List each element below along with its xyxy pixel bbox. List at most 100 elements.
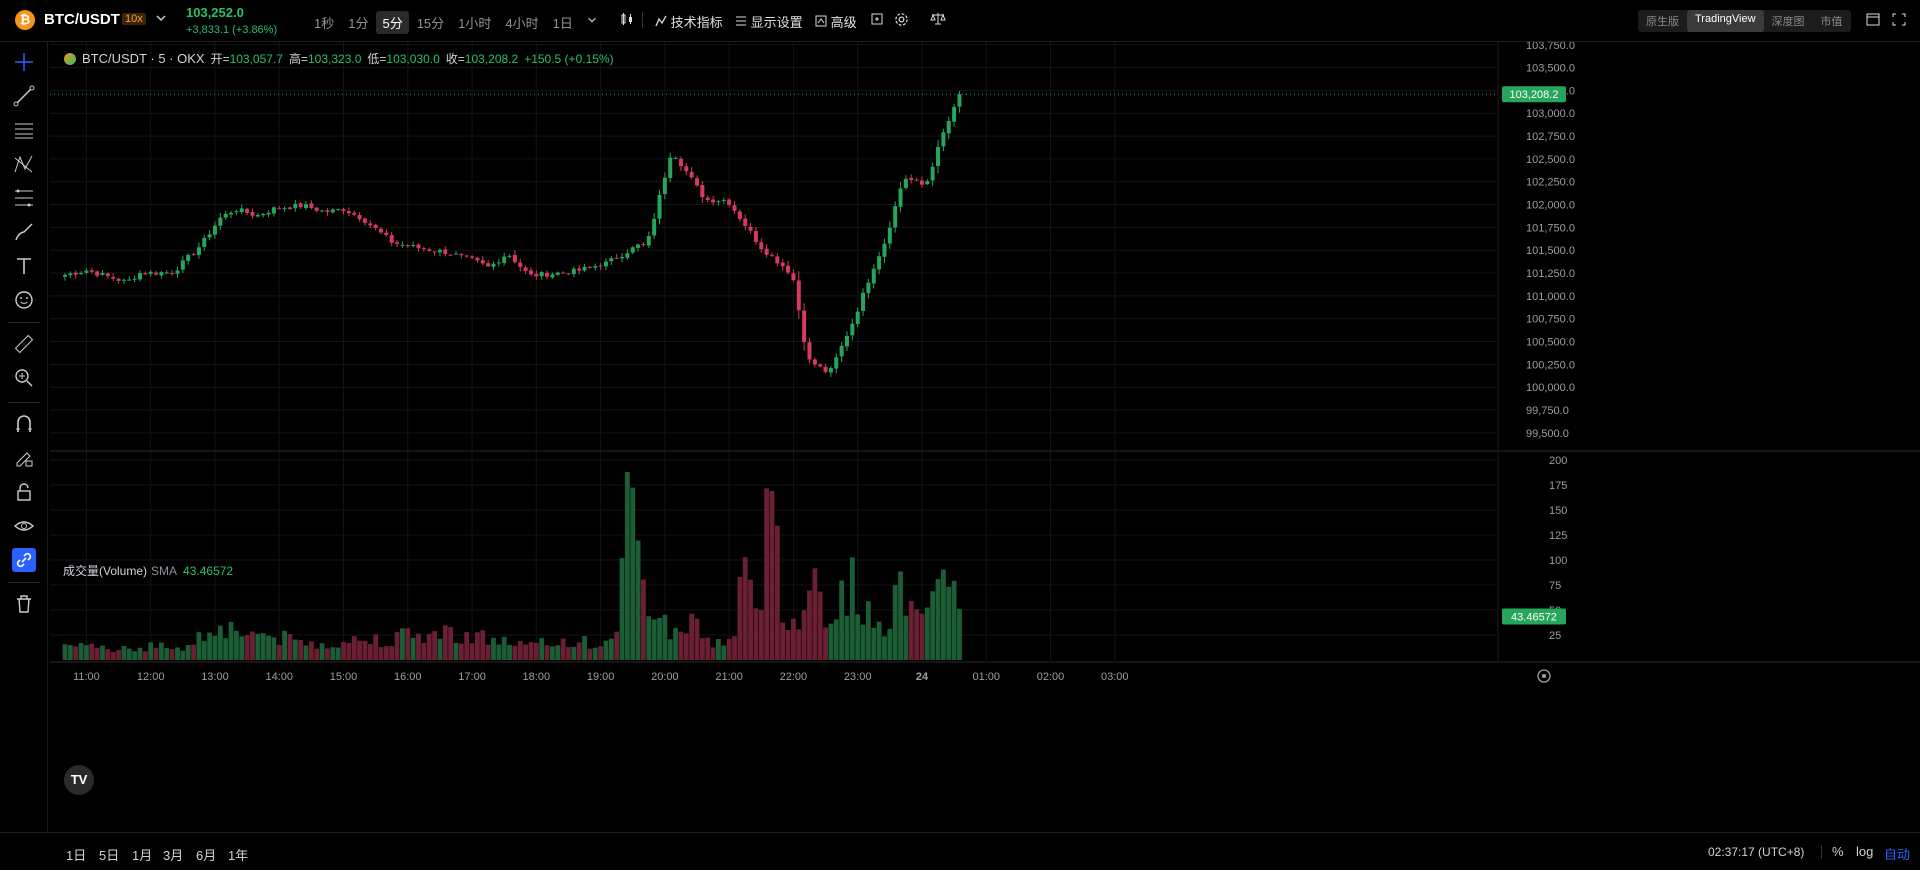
advanced-button[interactable]: 高级 (815, 12, 857, 31)
candle-body (662, 177, 667, 195)
candle-body (700, 185, 705, 198)
volume-bar (282, 630, 287, 660)
time-tick-label: 19:00 (587, 671, 615, 683)
trash-icon[interactable] (12, 592, 36, 616)
candle-body (68, 273, 73, 276)
candle-body (561, 272, 566, 274)
candle-body (791, 273, 796, 281)
window-icon[interactable] (1866, 13, 1880, 29)
lock-pencil-icon[interactable] (12, 446, 36, 470)
indicators-label: 技术指标 (670, 15, 723, 30)
interval-1h[interactable]: 1小时 (458, 16, 492, 31)
volume-bar (378, 646, 384, 660)
volume-sma-tag (1502, 608, 1566, 625)
view-depth[interactable]: 深度图 (1771, 16, 1805, 28)
display-settings-button[interactable]: 显示设置 (735, 12, 803, 31)
candle-body (582, 266, 587, 271)
symbol-selector[interactable]: BTC/USDT (44, 11, 120, 28)
range-1y[interactable]: 1年 (228, 848, 249, 863)
candle-body (341, 209, 346, 212)
link-icon[interactable] (12, 548, 36, 572)
candle-body (111, 276, 116, 279)
range-6m[interactable]: 6月 (196, 848, 217, 863)
candle-body (191, 254, 196, 256)
tradingview-logo[interactable]: TV (64, 765, 94, 795)
candle-body (95, 271, 100, 276)
range-1d[interactable]: 1日 (66, 848, 87, 863)
fib-retracement-icon[interactable] (12, 186, 36, 210)
volume-bar (448, 626, 454, 660)
volume-bar (400, 628, 405, 660)
volume-bar (833, 619, 839, 660)
volume-bar (924, 607, 930, 660)
view-market-cap[interactable]: 市值 (1820, 16, 1843, 28)
candle-body (202, 237, 207, 247)
chevron-down-icon[interactable] (155, 12, 167, 27)
volume-bar (796, 629, 802, 660)
interval-dropdown-chevron-icon[interactable] (581, 11, 603, 34)
magnet-icon[interactable] (12, 412, 36, 436)
settings-gear-icon[interactable] (894, 12, 909, 30)
range-5d[interactable]: 5日 (99, 848, 120, 863)
last-price: 103,252.0 (186, 5, 244, 20)
interval-1s[interactable]: 1秒 (314, 16, 335, 31)
volume-bar (753, 608, 759, 660)
indicators-button[interactable]: 技术指标 (655, 12, 723, 31)
volume-bar (774, 525, 780, 660)
volume-bar (742, 557, 748, 660)
candle-body (437, 249, 442, 253)
volume-bar (662, 614, 668, 660)
price-tick-label: 103,750.0 (1526, 42, 1575, 52)
interval-1m[interactable]: 1分 (348, 16, 369, 31)
chart-area[interactable]: 103,750.0103,500.0103,250.0103,000.0102,… (50, 42, 1920, 832)
trend-line-icon[interactable] (12, 84, 36, 108)
interval-4h[interactable]: 4小时 (505, 16, 539, 31)
candle-body (421, 248, 426, 250)
candle-body (844, 336, 849, 347)
volume-bar (630, 487, 636, 660)
view-tradingview[interactable]: TradingView (1687, 10, 1764, 32)
candle-type-icon[interactable] (620, 12, 634, 29)
candlestick-chart[interactable]: 103,750.0103,500.0103,250.0103,000.0102,… (50, 42, 1920, 832)
price-tick-label: 102,500.0 (1526, 154, 1575, 166)
zoom-in-icon[interactable] (12, 366, 36, 390)
view-native[interactable]: 原生版 (1646, 16, 1679, 28)
volume-bar (624, 472, 630, 660)
candle-body (748, 226, 753, 231)
crosshair-icon[interactable] (12, 50, 36, 74)
price-tick-label: 99,500.0 (1526, 428, 1569, 440)
percent-toggle[interactable]: % (1832, 844, 1844, 859)
symbol-dot-icon (64, 52, 76, 65)
price-tick-label: 101,250.0 (1526, 268, 1575, 280)
scale-balance-icon[interactable] (930, 12, 946, 29)
candle-body (818, 364, 823, 367)
volume-bar (812, 568, 818, 660)
volume-bar (705, 637, 711, 660)
interval-5m[interactable]: 5分 (376, 11, 409, 34)
snapshot-icon[interactable] (870, 12, 884, 29)
candle-body (711, 199, 716, 203)
auto-toggle[interactable]: 自动 (1884, 847, 1911, 862)
fullscreen-icon[interactable] (1892, 13, 1906, 29)
eye-icon[interactable] (12, 514, 36, 538)
volume-bar (860, 624, 866, 660)
pattern-icon[interactable] (12, 152, 36, 176)
ruler-icon[interactable] (12, 332, 36, 356)
log-toggle[interactable]: log (1856, 844, 1874, 859)
volume-bar (576, 642, 582, 660)
emoji-icon[interactable] (12, 288, 36, 312)
candle-body (550, 274, 555, 278)
range-3m[interactable]: 3月 (163, 848, 184, 863)
horizontal-lines-icon[interactable] (12, 118, 36, 142)
lock-icon[interactable] (12, 480, 36, 504)
text-icon[interactable] (12, 254, 36, 278)
candle-body (411, 245, 416, 247)
time-tick-label: 18:00 (523, 671, 551, 683)
interval-15m[interactable]: 15分 (416, 16, 445, 31)
brush-icon[interactable] (12, 220, 36, 244)
interval-1d[interactable]: 1日 (552, 16, 573, 31)
volume-bar (683, 633, 689, 660)
range-1m[interactable]: 1月 (132, 848, 153, 863)
candle-body (620, 256, 625, 259)
volume-bar (940, 569, 946, 660)
